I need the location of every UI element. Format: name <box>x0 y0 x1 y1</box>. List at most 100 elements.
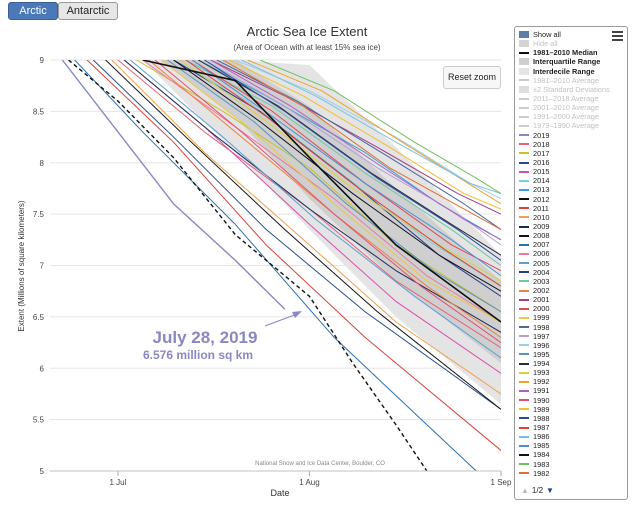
legend-item[interactable]: 2011–2018 Average <box>519 94 623 103</box>
legend-item[interactable]: Interdecile Range <box>519 67 623 76</box>
legend-item[interactable]: 2013 <box>519 185 623 194</box>
series-line <box>92 60 501 410</box>
legend-label: 2001 <box>533 295 550 305</box>
legend-item[interactable]: 1992 <box>519 377 623 386</box>
series-line <box>173 60 501 292</box>
legend-item[interactable]: 2019 <box>519 131 623 140</box>
legend-item[interactable]: 2005 <box>519 259 623 268</box>
legend-item[interactable]: Interquartile Range <box>519 57 623 66</box>
legend-item[interactable]: Hide all <box>519 39 623 48</box>
x-axis-label: Date <box>270 488 289 498</box>
legend-label: 1988 <box>533 413 550 423</box>
legend-item[interactable]: 1991–2000 Average <box>519 112 623 121</box>
legend-swatch <box>519 40 529 48</box>
series-line <box>222 60 501 230</box>
legend-label: 2012 <box>533 194 550 204</box>
series-line <box>111 60 501 395</box>
legend-label: 2011–2018 Average <box>533 93 599 103</box>
legend-item[interactable]: 2012 <box>519 195 623 204</box>
series-lines <box>61 60 501 471</box>
legend-item[interactable]: 2008 <box>519 231 623 240</box>
legend-item[interactable]: 2003 <box>519 277 623 286</box>
legend-item[interactable]: 1991 <box>519 386 623 395</box>
legend-list: Show all Hide all 1981–2010 Median Interqua… <box>519 30 623 478</box>
legend-label: 1992 <box>533 377 550 387</box>
arrow-up-icon[interactable]: ▲ <box>521 486 529 495</box>
legend-label: 1985 <box>533 441 550 451</box>
credit-text: National Snow and Ice Data Center, Bould… <box>255 461 385 467</box>
legend-item[interactable]: 1990 <box>519 396 623 405</box>
legend-item[interactable]: 1996 <box>519 341 623 350</box>
legend-item[interactable]: 2015 <box>519 167 623 176</box>
x-tick-label: 1 Sep <box>491 478 512 487</box>
series-line <box>154 60 501 343</box>
legend-item[interactable]: 2007 <box>519 240 623 249</box>
legend-item[interactable]: 1999 <box>519 313 623 322</box>
legend-item[interactable]: 2017 <box>519 149 623 158</box>
legend-item[interactable]: 2006 <box>519 249 623 258</box>
legend-item[interactable]: 1986 <box>519 432 623 441</box>
legend-item[interactable]: 2001 <box>519 295 623 304</box>
legend-item[interactable]: 2018 <box>519 140 623 149</box>
legend-swatch <box>519 371 529 374</box>
legend-swatch <box>519 262 529 265</box>
legend-item[interactable]: 1984 <box>519 450 623 459</box>
legend-item[interactable]: 1981–2010 Median <box>519 48 623 57</box>
legend-label: 2002 <box>533 285 550 295</box>
legend-item[interactable]: 1982 <box>519 469 623 478</box>
legend-item[interactable]: 2004 <box>519 268 623 277</box>
legend-item[interactable]: ±2 Standard Deviations <box>519 85 623 94</box>
series-line <box>167 60 501 313</box>
legend-item[interactable]: 2011 <box>519 204 623 213</box>
tab-antarctic[interactable]: Antarctic <box>58 2 118 20</box>
legend-swatch <box>519 234 529 237</box>
legend-swatch <box>519 79 529 82</box>
legend-item[interactable]: 1983 <box>519 460 623 469</box>
legend-label: 1998 <box>533 322 550 332</box>
legend-item[interactable]: 1981–2010 Average <box>519 76 623 85</box>
legend-swatch <box>519 399 529 402</box>
legend-swatch <box>519 417 529 420</box>
legend-item[interactable]: 1997 <box>519 332 623 341</box>
menu-icon[interactable] <box>612 31 623 43</box>
legend-item[interactable]: 2009 <box>519 222 623 231</box>
legend-swatch <box>519 316 529 319</box>
tab-arctic[interactable]: Arctic <box>8 2 58 20</box>
legend-item[interactable]: 1979–1990 Average <box>519 121 623 130</box>
legend-item[interactable]: 1994 <box>519 359 623 368</box>
legend-item[interactable]: 2001–2010 Average <box>519 103 623 112</box>
legend-swatch <box>519 280 529 283</box>
reset-zoom-button[interactable]: Reset zoom <box>443 66 501 89</box>
legend-item[interactable]: 1987 <box>519 423 623 432</box>
legend-item[interactable]: 2010 <box>519 213 623 222</box>
series-line <box>86 60 501 451</box>
series-line <box>204 60 501 261</box>
series-line <box>68 60 428 471</box>
legend-swatch <box>519 472 529 475</box>
arrow-down-icon[interactable]: ▼ <box>546 486 554 495</box>
series-line <box>136 60 501 313</box>
legend-item[interactable]: 1995 <box>519 350 623 359</box>
legend-label: 1995 <box>533 349 550 359</box>
legend-item[interactable]: 1998 <box>519 323 623 332</box>
legend-item[interactable]: 2002 <box>519 286 623 295</box>
legend-item[interactable]: 2014 <box>519 176 623 185</box>
legend-swatch <box>519 454 529 457</box>
legend-label: 2001–2010 Average <box>533 103 600 113</box>
legend-label: 1981–2010 Median <box>533 48 598 58</box>
legend-swatch <box>519 134 529 137</box>
legend-item[interactable]: 1989 <box>519 405 623 414</box>
annotation-arrow-line <box>264 313 298 327</box>
series-line <box>241 60 501 195</box>
legend-item[interactable]: Show all <box>519 30 623 39</box>
legend-item[interactable]: 2000 <box>519 304 623 313</box>
legend-item[interactable]: 1988 <box>519 414 623 423</box>
legend-item[interactable]: 2016 <box>519 158 623 167</box>
legend-label: 2013 <box>533 185 550 195</box>
legend-item[interactable]: 1993 <box>519 368 623 377</box>
legend-swatch <box>519 252 529 255</box>
legend-swatch <box>519 188 529 191</box>
legend-item[interactable]: 1985 <box>519 441 623 450</box>
legend-label: 2017 <box>533 148 550 158</box>
